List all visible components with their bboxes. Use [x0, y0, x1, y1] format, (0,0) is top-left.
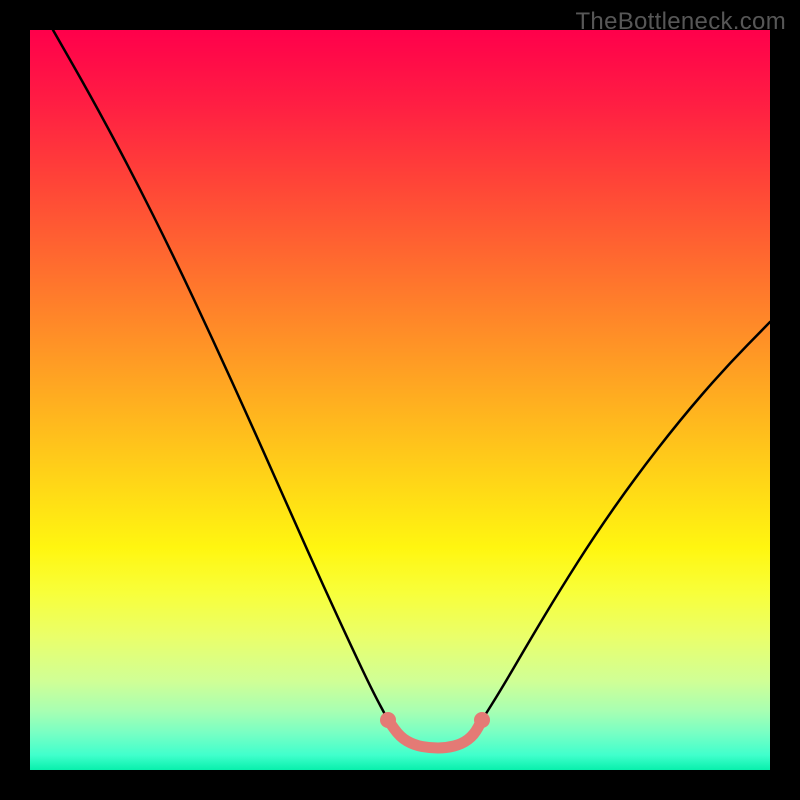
- segment-endpoint-dot: [380, 712, 396, 728]
- segment-endpoint-dot: [474, 712, 490, 728]
- watermark-text: TheBottleneck.com: [575, 8, 786, 36]
- bottleneck-chart: TheBottleneck.com: [0, 0, 800, 800]
- plot-background: [30, 30, 770, 770]
- chart-svg: [0, 0, 800, 800]
